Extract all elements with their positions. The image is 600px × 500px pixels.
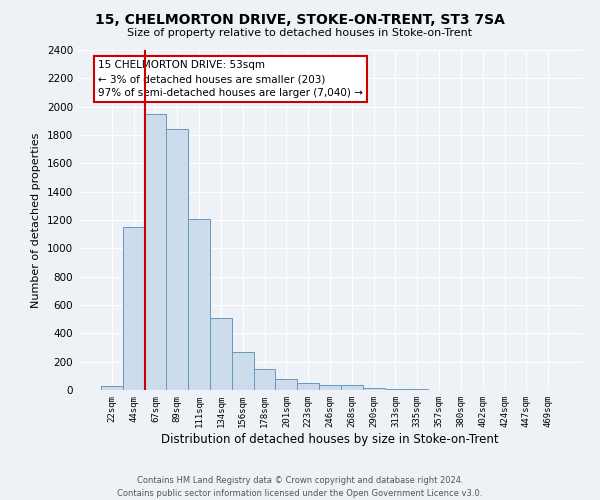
X-axis label: Distribution of detached houses by size in Stoke-on-Trent: Distribution of detached houses by size … bbox=[161, 432, 499, 446]
Bar bbox=[145, 114, 166, 390]
Bar bbox=[297, 383, 319, 390]
Text: Contains HM Land Registry data © Crown copyright and database right 2024.
Contai: Contains HM Land Registry data © Crown c… bbox=[118, 476, 482, 498]
Bar bbox=[232, 352, 254, 390]
Bar bbox=[123, 227, 145, 390]
Bar bbox=[319, 385, 341, 390]
Bar bbox=[101, 386, 123, 390]
Bar bbox=[385, 388, 406, 390]
Text: Size of property relative to detached houses in Stoke-on-Trent: Size of property relative to detached ho… bbox=[127, 28, 473, 38]
Y-axis label: Number of detached properties: Number of detached properties bbox=[31, 132, 41, 308]
Bar bbox=[275, 378, 297, 390]
Text: 15 CHELMORTON DRIVE: 53sqm
← 3% of detached houses are smaller (203)
97% of semi: 15 CHELMORTON DRIVE: 53sqm ← 3% of detac… bbox=[98, 60, 363, 98]
Bar bbox=[254, 369, 275, 390]
Bar bbox=[363, 388, 385, 390]
Bar bbox=[166, 130, 188, 390]
Bar bbox=[341, 385, 363, 390]
Bar bbox=[210, 318, 232, 390]
Bar bbox=[188, 218, 210, 390]
Text: 15, CHELMORTON DRIVE, STOKE-ON-TRENT, ST3 7SA: 15, CHELMORTON DRIVE, STOKE-ON-TRENT, ST… bbox=[95, 12, 505, 26]
